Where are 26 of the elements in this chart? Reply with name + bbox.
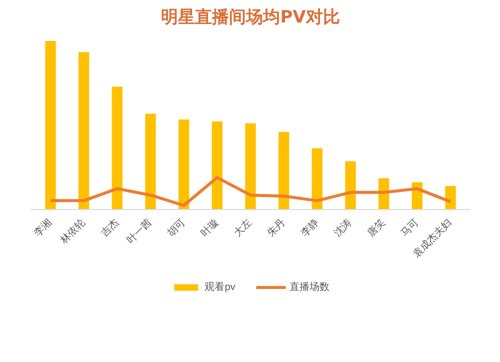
x-tick-label: 唐笑 <box>365 216 388 240</box>
bar <box>245 123 256 210</box>
legend-label: 直播场数 <box>289 280 330 294</box>
bar <box>445 186 456 210</box>
bar <box>178 120 190 210</box>
bar <box>212 121 222 210</box>
x-tick-label: 李湘 <box>32 216 54 240</box>
legend-label: 观看pv <box>204 280 236 294</box>
x-tick-label: 李静 <box>298 216 322 240</box>
x-tick-label: 林依轮 <box>57 216 88 247</box>
x-tick-label: 叶璇 <box>198 216 222 240</box>
bar <box>312 148 322 210</box>
x-tick-label: 大左 <box>232 216 254 240</box>
x-tick-label: 马可 <box>399 217 422 240</box>
bar <box>345 161 356 210</box>
chart-title: 明星直播间场均PV对比 <box>161 8 340 28</box>
x-tick-label: 朱丹 <box>265 216 288 240</box>
bar <box>78 52 90 210</box>
bar <box>45 40 56 210</box>
bar <box>278 132 290 210</box>
x-tick-label: 吉杰 <box>98 216 122 240</box>
x-tick-label: 胡可 <box>165 216 188 240</box>
bar <box>112 86 122 210</box>
bar <box>145 114 156 210</box>
x-tick-label: 叶一茜 <box>124 216 154 246</box>
x-tick-label: 沈涛 <box>332 216 354 240</box>
